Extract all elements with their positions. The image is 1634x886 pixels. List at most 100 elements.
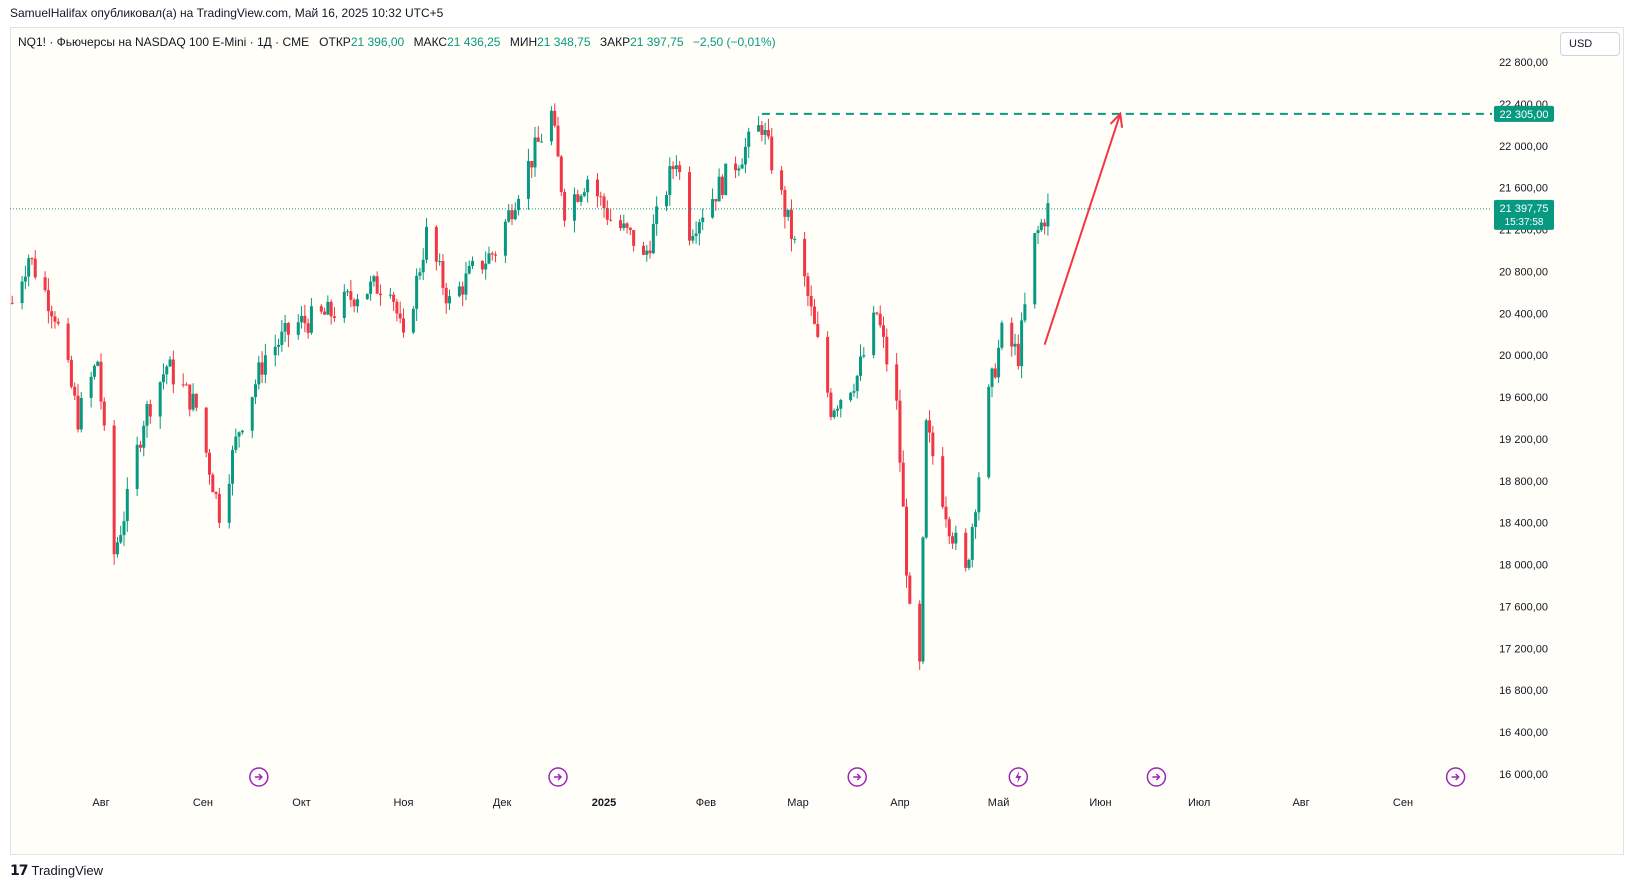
arrow-glyph <box>1152 773 1161 781</box>
candle-body <box>849 392 853 401</box>
candle-body <box>217 493 221 523</box>
y-tick-label: 17 200,00 <box>1499 643 1548 655</box>
footer-brand-label: TradingView <box>31 863 104 878</box>
candle-body <box>674 165 678 170</box>
candle-body <box>1046 203 1050 227</box>
symbol-title: NQ1! · Фьючерсы на NASDAQ 100 E-Mini · 1… <box>18 35 310 49</box>
projection-arrow-head <box>1109 111 1124 128</box>
candle-body <box>56 321 60 324</box>
candle-body <box>586 179 590 193</box>
candle-body <box>951 536 955 544</box>
y-tick-label: 18 400,00 <box>1499 518 1548 530</box>
last-price-badge <box>1494 199 1554 230</box>
candle-body <box>490 253 494 255</box>
last-price-label: 21 397,75 <box>1500 203 1549 215</box>
candle-body <box>628 227 632 231</box>
candle-body <box>30 258 34 260</box>
candle-body <box>89 376 93 398</box>
candle-body <box>194 393 198 408</box>
candle-body <box>346 291 350 293</box>
candle-body <box>954 532 958 544</box>
candle-body <box>763 130 767 135</box>
candle-body <box>743 146 747 165</box>
candle-body <box>701 217 705 223</box>
candle-body <box>931 432 935 457</box>
candle-body <box>816 323 820 337</box>
arrow-glyph <box>853 773 862 781</box>
candle-body <box>352 299 356 307</box>
candle-body <box>826 336 830 393</box>
candle-body <box>204 407 208 453</box>
candle-body <box>993 368 997 378</box>
y-tick-label: 17 600,00 <box>1499 601 1548 613</box>
footer-brand[interactable]: 𝟭𝟳 TradingView <box>10 862 103 879</box>
candle-body <box>227 483 231 523</box>
candle-body <box>398 313 402 319</box>
candle-body <box>1033 233 1037 305</box>
y-tick-label: 16 000,00 <box>1499 769 1548 781</box>
projection-arrow-line <box>1043 113 1122 346</box>
candle-body <box>46 290 50 312</box>
candle-body <box>829 392 833 418</box>
candle-body <box>20 281 24 304</box>
candle-body <box>355 299 359 307</box>
x-tick-label: Май <box>988 797 1010 809</box>
candle-body <box>260 362 264 375</box>
candle-body <box>714 199 718 202</box>
candle-body <box>1000 322 1004 348</box>
candle-body <box>99 361 103 402</box>
candle-body <box>254 384 258 398</box>
x-tick-label: Авг <box>1292 797 1309 809</box>
candle-body <box>947 519 951 537</box>
candle-body <box>1023 304 1027 321</box>
candle-body <box>191 393 195 410</box>
candle-body <box>102 401 106 426</box>
candle-body <box>789 209 793 240</box>
candle-body <box>323 311 327 315</box>
close-label: ЗАКР <box>599 35 631 49</box>
candle-body <box>115 542 119 555</box>
x-tick-label: Ноя <box>393 797 413 809</box>
candle-body <box>533 137 537 168</box>
candle-body <box>388 294 392 296</box>
candle-body <box>378 293 382 296</box>
candle-body <box>161 374 165 383</box>
y-tick-label: 22 800,00 <box>1499 57 1548 69</box>
y-tick-label: 19 600,00 <box>1499 392 1548 404</box>
candle-body <box>582 192 586 196</box>
candle-body <box>395 301 399 314</box>
candle-body <box>326 301 330 315</box>
candle-body <box>878 313 882 326</box>
candle-body <box>648 250 652 254</box>
candle-body <box>401 318 405 333</box>
candle-body <box>605 208 609 220</box>
chart-pane[interactable] <box>10 27 1624 855</box>
bar-countdown-label: 15:37:58 <box>1505 217 1544 228</box>
candle-body <box>783 190 787 217</box>
x-tick-label: Мар <box>787 797 809 809</box>
y-tick-label: 16 800,00 <box>1499 685 1548 697</box>
candle-body <box>898 400 902 463</box>
candle-body <box>908 575 912 604</box>
candle-body <box>342 291 346 318</box>
candle-body <box>977 477 981 513</box>
candle-body <box>928 420 932 433</box>
candle-body <box>855 375 859 392</box>
candle-body <box>665 195 669 207</box>
arrow-glyph <box>254 773 263 781</box>
candle-body <box>872 312 876 356</box>
lightning-glyph <box>1015 771 1022 783</box>
currency-selector[interactable]: USD <box>1560 32 1620 56</box>
candle-body <box>766 130 770 137</box>
candle-body <box>79 397 83 430</box>
candle-body <box>296 322 300 335</box>
candle-body <box>622 223 626 229</box>
candle-body <box>671 166 675 170</box>
candle-body <box>283 322 287 332</box>
candle-body <box>852 391 856 393</box>
candle-body <box>697 222 701 234</box>
candle-body <box>540 141 544 143</box>
candle-body <box>425 226 428 260</box>
candle-body <box>556 125 560 157</box>
